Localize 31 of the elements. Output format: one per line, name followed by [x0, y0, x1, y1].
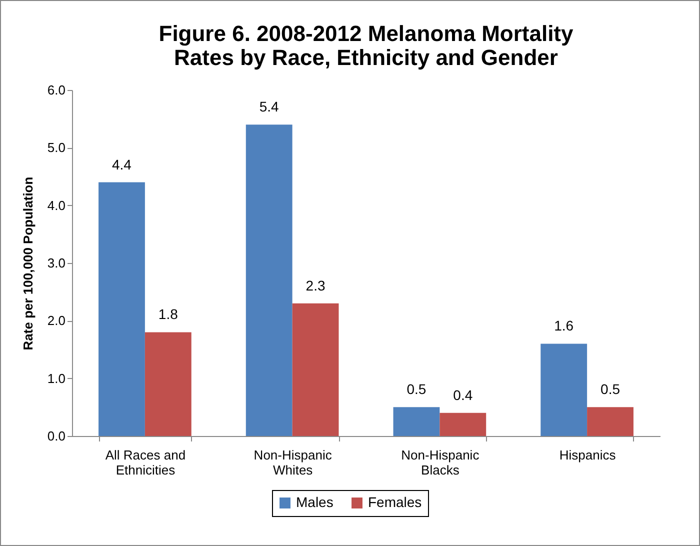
- bar: [246, 124, 292, 436]
- y-tick-label: 6.0: [47, 82, 66, 98]
- chart-title: Figure 6. 2008-2012 Melanoma Mortality Rates by Race, Ethnicity and Gender: [158, 21, 574, 70]
- y-tick-label: 0.0: [47, 428, 66, 444]
- y-tick-label: 5.0: [47, 140, 66, 156]
- x-tick-label: Non-Hispanic Whites: [254, 448, 332, 478]
- x-tick-label: Non-Hispanic Blacks: [401, 448, 480, 478]
- bar: [540, 344, 588, 436]
- bar: [587, 407, 634, 436]
- x-tick-label: Hispanics: [559, 448, 616, 462]
- bar: [292, 303, 339, 436]
- legend-label: Males: [296, 494, 334, 510]
- data-label: 0.5: [406, 381, 426, 398]
- bar: [440, 412, 486, 436]
- data-label: 5.4: [259, 98, 280, 115]
- bar: [98, 182, 145, 436]
- y-tick-label: 4.0: [47, 198, 66, 213]
- data-label: 0.5: [600, 381, 620, 398]
- data-label: 4.4: [112, 156, 132, 172]
- bar: [144, 332, 192, 436]
- y-tick-label: 1.0: [47, 370, 66, 386]
- data-label: 1.8: [158, 306, 178, 322]
- y-axis-title: Rate per 100,000 Population: [20, 176, 36, 350]
- bar: [393, 407, 440, 436]
- legend-label: Females: [368, 494, 422, 510]
- y-tick-label: 2.0: [47, 313, 66, 328]
- data-label: 2.3: [306, 277, 326, 294]
- y-tick-label: 3.0: [47, 256, 66, 270]
- data-label: 0.4: [453, 386, 473, 403]
- x-tick-label: All Races and Ethnicities: [105, 448, 186, 478]
- data-label: 1.6: [554, 318, 574, 334]
